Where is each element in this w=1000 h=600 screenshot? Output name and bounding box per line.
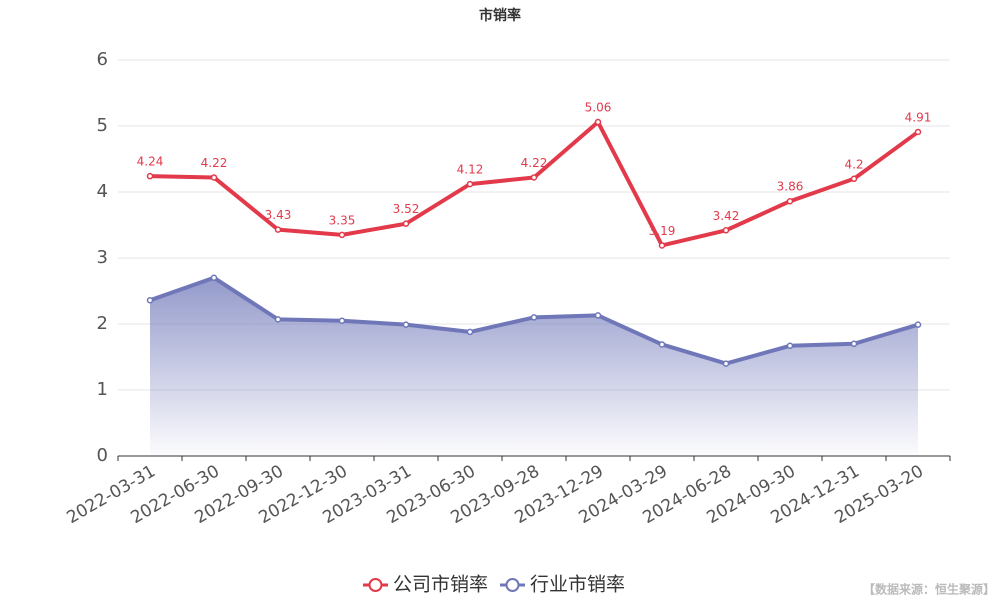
legend-label: 行业市销率: [530, 574, 625, 596]
point: [146, 296, 154, 304]
y-tick-label: 1: [97, 379, 108, 400]
chart-title: 市销率: [479, 7, 521, 24]
data-label: 3.35: [329, 213, 356, 227]
y-tick-label: 2: [97, 313, 108, 334]
data-label: 4.2: [844, 157, 863, 171]
point: [594, 312, 602, 319]
point: [914, 321, 922, 328]
point: [530, 314, 538, 321]
source-note: 【数据来源：恒生聚源】: [863, 582, 995, 597]
data-label: 4.22: [201, 156, 228, 170]
point: [210, 174, 218, 181]
data-label: 4.24: [137, 155, 164, 169]
y-tick-label: 6: [97, 49, 108, 70]
data-label: 3.19: [649, 224, 676, 238]
point: [658, 341, 666, 348]
data-label: 4.22: [521, 156, 548, 170]
point: [850, 175, 858, 183]
y-tick-label: 5: [97, 115, 108, 136]
point: [722, 227, 730, 234]
point: [722, 360, 730, 367]
point: [146, 172, 154, 180]
y-tick-label: 3: [97, 247, 108, 268]
data-label: 5.06: [585, 101, 612, 115]
point: [850, 340, 858, 348]
point: [466, 328, 474, 336]
point: [274, 316, 282, 323]
data-label: 3.42: [713, 209, 740, 223]
point: [466, 180, 474, 188]
legend-marker: [368, 578, 383, 592]
data-label: 4.91: [905, 110, 932, 124]
legend-item: 行业市销率: [500, 574, 625, 596]
point: [658, 242, 666, 249]
point: [594, 118, 602, 126]
point: [530, 174, 538, 181]
legend-marker: [505, 578, 520, 592]
point: [274, 226, 282, 233]
point: [402, 321, 410, 328]
data-label: 3.86: [777, 180, 804, 194]
data-label: 3.52: [393, 202, 420, 216]
point: [338, 231, 346, 239]
legend-label: 公司市销率: [393, 574, 488, 596]
y-tick-label: 0: [97, 445, 108, 466]
point: [786, 197, 794, 205]
point: [786, 342, 794, 350]
point: [338, 317, 346, 324]
point: [914, 128, 922, 136]
data-label: 3.43: [265, 208, 292, 222]
y-tick-label: 4: [97, 181, 108, 202]
point: [402, 220, 410, 227]
area: [150, 277, 918, 456]
data-label: 4.12: [457, 163, 484, 177]
point: [210, 274, 218, 282]
legend-item: 公司市销率: [363, 574, 488, 596]
